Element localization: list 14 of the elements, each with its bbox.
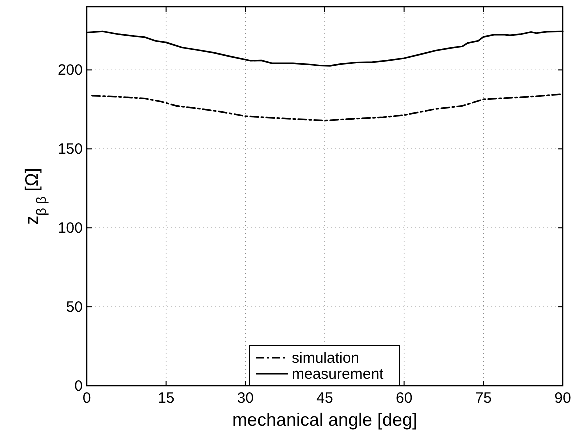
y-tick-label: 100 (58, 220, 83, 238)
x-tick-label: 90 (554, 390, 572, 407)
legend-label: measurement (292, 366, 385, 383)
y-tick-label: 200 (58, 62, 83, 80)
x-tick-label: 30 (237, 390, 254, 407)
x-axis-title: mechanical angle [deg] (232, 410, 418, 430)
legend-label: simulation (292, 350, 360, 367)
x-tick-label: 45 (316, 390, 334, 407)
y-tick-label: 0 (74, 378, 83, 395)
x-tick-label: 75 (475, 390, 492, 407)
y-tick-label: 150 (58, 141, 83, 158)
x-tick-label: 15 (158, 390, 175, 407)
y-tick-label: 50 (66, 299, 83, 316)
x-tick-label: 60 (396, 390, 413, 407)
